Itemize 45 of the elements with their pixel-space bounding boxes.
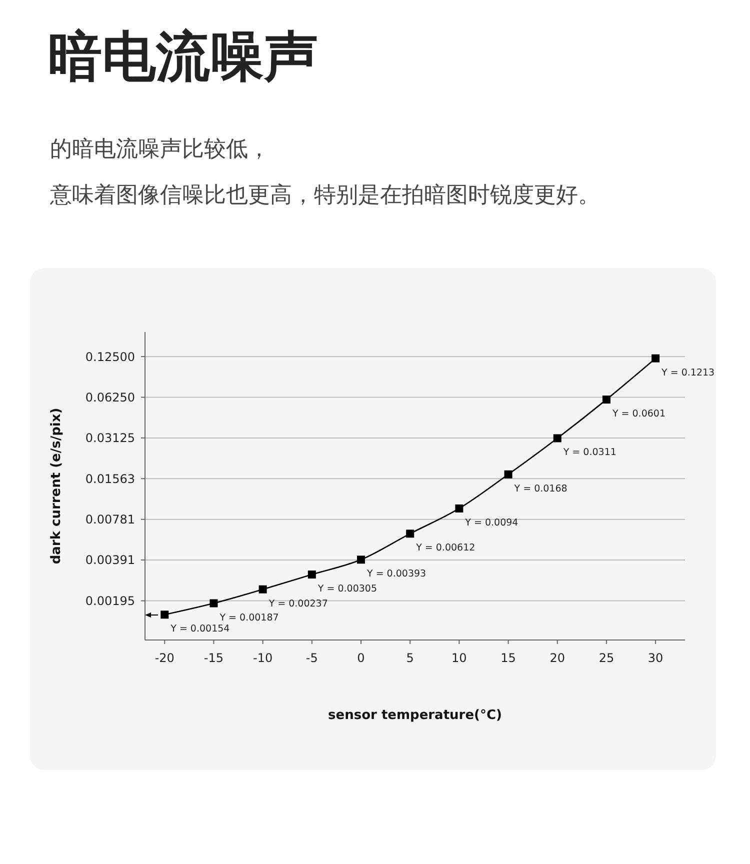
- point: [504, 470, 512, 478]
- point: [652, 354, 660, 362]
- x-tick-label: 25: [598, 651, 614, 665]
- point: [553, 434, 562, 442]
- x-tick-label: 30: [648, 651, 664, 665]
- data-label: Y = 0.00612: [415, 542, 476, 554]
- data-label: Y = 0.1213: [660, 367, 715, 378]
- y-tick-label: 0.00195: [85, 594, 135, 608]
- point: [406, 530, 414, 538]
- y-tick-label: 0.03125: [85, 431, 135, 446]
- x-tick-label: -5: [306, 651, 318, 665]
- data-label: Y = 0.00305: [316, 584, 378, 595]
- point: [258, 585, 267, 594]
- x-tick-label: 5: [406, 651, 414, 665]
- chart-subtitle: 的暗电流噪声比较低，: [50, 137, 270, 162]
- x-tick-label: 10: [452, 651, 467, 665]
- y-axis-title: dark current (e/s/pix): [49, 408, 64, 564]
- y-tick-label: 0.01563: [85, 472, 135, 486]
- data-label: Y = 0.00393: [366, 568, 426, 580]
- x-tick-label: 20: [550, 651, 566, 665]
- data-label: Y = 0.00154: [170, 624, 230, 635]
- data-label: Y = 0.00187: [218, 612, 279, 624]
- x-axis-title: sensor temperature(°C): [328, 708, 502, 723]
- y-tick-label: 0.12500: [85, 350, 135, 364]
- chart-title: 暗电流噪声: [48, 25, 318, 88]
- x-tick-label: 15: [500, 651, 516, 665]
- point: [455, 504, 464, 512]
- data-label: Y = 0.00237: [268, 598, 328, 610]
- y-tick-label: 0.06250: [85, 390, 135, 404]
- data-label: Y = 0.0168: [513, 483, 568, 494]
- text: 意味着图像信噪比也更高，特别是在拍暗图时锐度更好。: [49, 183, 600, 208]
- x-tick-label: -20: [154, 651, 174, 665]
- x-tick-label: -15: [204, 651, 224, 665]
- point: [160, 610, 169, 619]
- point: [210, 599, 218, 608]
- y-tick-label: 0.00781: [85, 512, 135, 527]
- point: [308, 570, 316, 579]
- x-tick-label: 0: [357, 651, 365, 665]
- x-tick-label: -10: [253, 651, 273, 665]
- data-label: Y = 0.0601: [611, 408, 666, 420]
- data-label: Y = 0.0311: [562, 447, 616, 458]
- point: [357, 556, 365, 564]
- y-tick-label: 0.00391: [85, 553, 135, 568]
- point: [602, 396, 610, 404]
- data-label: Y = 0.0094: [464, 517, 518, 528]
